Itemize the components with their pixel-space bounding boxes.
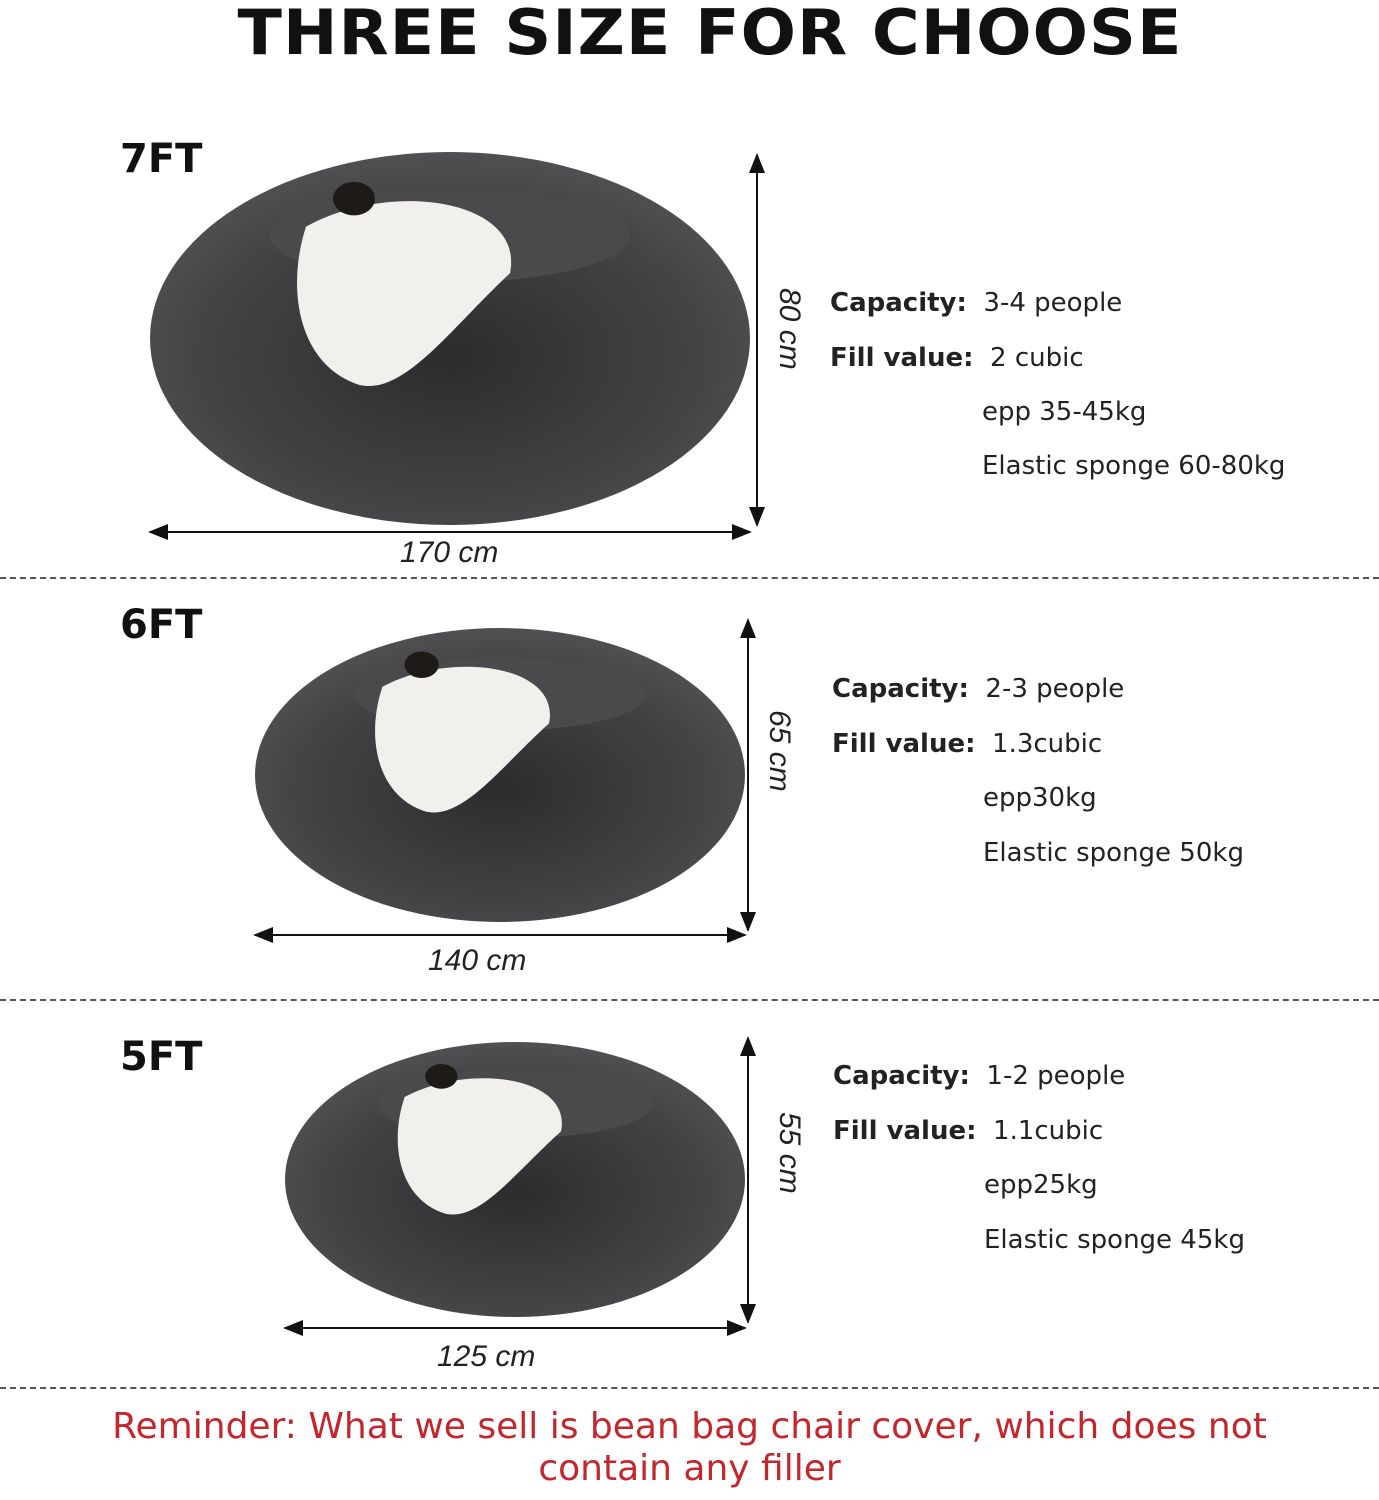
- width-dimension: 140 cm: [428, 944, 527, 977]
- height-dimension: 65 cm: [763, 710, 796, 792]
- sponge-spec: Elastic sponge 50kg: [983, 838, 1244, 868]
- fill-spec: Fill value: 2 cubic: [830, 343, 1084, 373]
- person-head: [333, 181, 375, 216]
- epp-spec: epp30kg: [983, 783, 1097, 813]
- epp-spec: epp25kg: [984, 1170, 1098, 1200]
- person-head: [425, 1064, 458, 1089]
- height-dimension: 80 cm: [773, 288, 806, 370]
- width-dimension: 170 cm: [400, 536, 499, 569]
- reminder-text: Reminder: What we sell is bean bag chair…: [112, 1406, 1267, 1489]
- fill-spec: Fill value: 1.3cubic: [832, 729, 1103, 759]
- size-label-5ft: 5FT: [120, 1034, 203, 1080]
- page-title: THREE SIZE FOR CHOOSE: [237, 0, 1183, 69]
- height-dimension: 55 cm: [773, 1112, 806, 1194]
- size-label-6ft: 6FT: [120, 602, 203, 648]
- capacity-spec: Capacity: 1-2 people: [833, 1061, 1126, 1091]
- capacity-spec: Capacity: 3-4 people: [830, 288, 1123, 318]
- divider: [0, 577, 1379, 579]
- capacity-spec: Capacity: 2-3 people: [832, 674, 1125, 704]
- width-dimension: 125 cm: [437, 1340, 536, 1373]
- blanket: [397, 1078, 562, 1215]
- divider: [0, 999, 1379, 1001]
- fill-spec: Fill value: 1.1cubic: [833, 1116, 1104, 1146]
- epp-spec: epp 35-45kg: [982, 397, 1147, 427]
- blanket: [297, 201, 512, 387]
- sponge-spec: Elastic sponge 45kg: [984, 1225, 1245, 1255]
- size-label-7ft: 7FT: [120, 136, 203, 182]
- blanket: [375, 666, 550, 813]
- person-head: [404, 651, 439, 678]
- sponge-spec: Elastic sponge 60-80kg: [982, 451, 1286, 481]
- divider: [0, 1387, 1379, 1389]
